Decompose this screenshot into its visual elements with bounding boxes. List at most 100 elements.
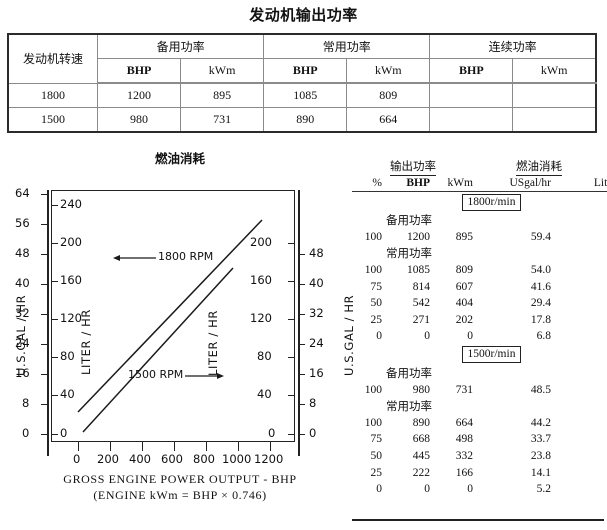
tick-left-inner [51, 395, 58, 397]
tick-right-inner [288, 395, 295, 397]
cell-kwm: 809 [455, 264, 473, 277]
cell-bhp: 814 [412, 280, 430, 293]
cell-bhp: 271 [412, 313, 430, 326]
header-continuous-power: 连续功率 [429, 33, 598, 59]
tick-left-inner [51, 319, 58, 321]
cell-bhp: 668 [412, 433, 430, 446]
cell-kwm: 664 [455, 416, 473, 429]
cell-kwm: 332 [455, 450, 473, 463]
cell-percent: 25 [370, 466, 383, 479]
status-badge-1800rpm: 1800r/min [461, 193, 522, 211]
tick-label-right-inner: 200 [250, 235, 272, 249]
header-bhp: BHP [386, 174, 435, 192]
header-power-output: 输出功率 [390, 158, 436, 176]
section-prime-power: 常用功率 [386, 399, 432, 414]
cell-liter: 53 [567, 464, 607, 481]
cell-prime-bhp: 890 [263, 107, 348, 133]
chart-plot-area [51, 190, 295, 442]
tick-label-x: 0 [73, 452, 81, 466]
tick-label-left-outer: 16 [15, 366, 30, 380]
cell-liter: 90 [567, 448, 607, 465]
x-axis-note: (ENGINE kWm = BHP × 0.746) [93, 488, 267, 502]
tick-left-outer [41, 344, 48, 346]
tick-left-outer [41, 434, 48, 436]
cell-kwm: 607 [455, 280, 473, 293]
status-badge-1500rpm: 1500r/min [461, 346, 522, 364]
tick-left-outer [41, 224, 48, 226]
table-row: 0 0 0 5.2 20 [352, 481, 607, 498]
table-row: 100 1085 809 54.0 204 [352, 262, 607, 279]
cell-liter: 128 [567, 431, 607, 448]
cell-continuous-bhp [429, 107, 514, 133]
tick-label-left-outer: 24 [15, 336, 30, 350]
tick-left-inner [51, 357, 58, 359]
tick-left-outer [41, 254, 48, 256]
table-row: 0 0 0 6.8 26 [352, 328, 607, 345]
tick-right-inner [288, 434, 295, 436]
table-row-unit-headers: % BHP kWm USgal/hr Liter/hr [352, 174, 607, 192]
tick-label-right-inner: 0 [268, 426, 276, 440]
cell-bhp: 1200 [407, 230, 430, 243]
header-continuous-kwm: kWm [512, 58, 598, 84]
cell-standby-bhp: 1200 [96, 82, 182, 108]
tick-right-outer [298, 314, 305, 316]
tick-left-outer [41, 284, 48, 286]
cell-percent: 50 [370, 450, 383, 463]
cell-bhp: 445 [412, 450, 430, 463]
cell-bhp: 890 [412, 416, 430, 429]
tick-right-inner [288, 319, 295, 321]
tick-label-left-inner: 200 [60, 235, 82, 249]
fuel-consumption-table: 输出功率 燃油消耗 % BHP kWm USgal/hr Liter/hr 18… [352, 158, 607, 521]
cell-liter: 204 [567, 262, 607, 279]
tick-label-left-inner: 80 [60, 349, 75, 363]
x-axis-title: GROSS ENGINE POWER OUTPUT - BHP [63, 472, 297, 486]
series-line-1800rpm [77, 219, 263, 413]
rpm-badge-cell: 1500r/min [352, 345, 607, 365]
header-standby-bhp: BHP [96, 58, 182, 84]
tick-right-outer [298, 434, 305, 436]
tick-label-right-outer: 24 [309, 336, 324, 350]
tick-label-left-outer: 64 [15, 186, 30, 200]
table-row-section-header: 常用功率 [352, 245, 607, 262]
fuel-table-group-headers: 输出功率 燃油消耗 [352, 158, 604, 176]
table-row-unit-headers: BHP kWm BHP kWm BHP kWm [8, 58, 598, 84]
tick-label-left-outer: 40 [15, 276, 30, 290]
tick-label-x: 800 [193, 452, 215, 466]
header-engine-speed: 发动机转速 [7, 33, 98, 84]
tick-label-right-outer: 8 [309, 396, 317, 410]
tick-x [206, 442, 208, 451]
tick-right-outer [298, 344, 305, 346]
cell-liter: 225 [567, 229, 607, 246]
tick-label-left-inner: 160 [60, 273, 82, 287]
cell-usgal: 23.8 [530, 450, 551, 463]
cell-continuous-kwm [512, 82, 598, 108]
cell-rpm: 1500 [7, 107, 98, 133]
cell-usgal: 33.7 [530, 433, 551, 446]
table-row: 100 890 664 44.2 167 [352, 415, 607, 432]
cell-kwm: 202 [455, 313, 473, 326]
table-row: 1500 980 731 890 664 [7, 107, 598, 133]
header-percent: % [352, 174, 386, 192]
cell-kwm: 895 [455, 230, 473, 243]
cell-percent: 75 [370, 433, 383, 446]
tick-label-right-outer: 40 [309, 276, 324, 290]
cell-kwm: 166 [455, 466, 473, 479]
section-prime-power: 常用功率 [386, 246, 432, 261]
rpm-badge-cell: 1800r/min [352, 192, 607, 213]
tick-label-left-outer: 0 [22, 426, 30, 440]
cell-usgal: 59.4 [530, 230, 551, 243]
arrow-1800rpm-icon [113, 255, 156, 261]
cell-prime-kwm: 809 [346, 82, 431, 108]
cell-percent: 0 [376, 330, 382, 343]
tick-right-outer [298, 284, 305, 286]
tick-left-outer [41, 314, 48, 316]
table-row: 1800 1200 895 1085 809 [7, 82, 598, 108]
table-row: 75 668 498 33.7 128 [352, 431, 607, 448]
cell-bhp: 0 [424, 483, 430, 496]
section-standby-power: 备用功率 [386, 366, 432, 381]
tick-right-inner [288, 243, 295, 245]
cell-percent: 75 [370, 280, 383, 293]
cell-percent: 100 [364, 416, 382, 429]
cell-percent: 100 [364, 383, 382, 396]
cell-kwm: 404 [455, 297, 473, 310]
